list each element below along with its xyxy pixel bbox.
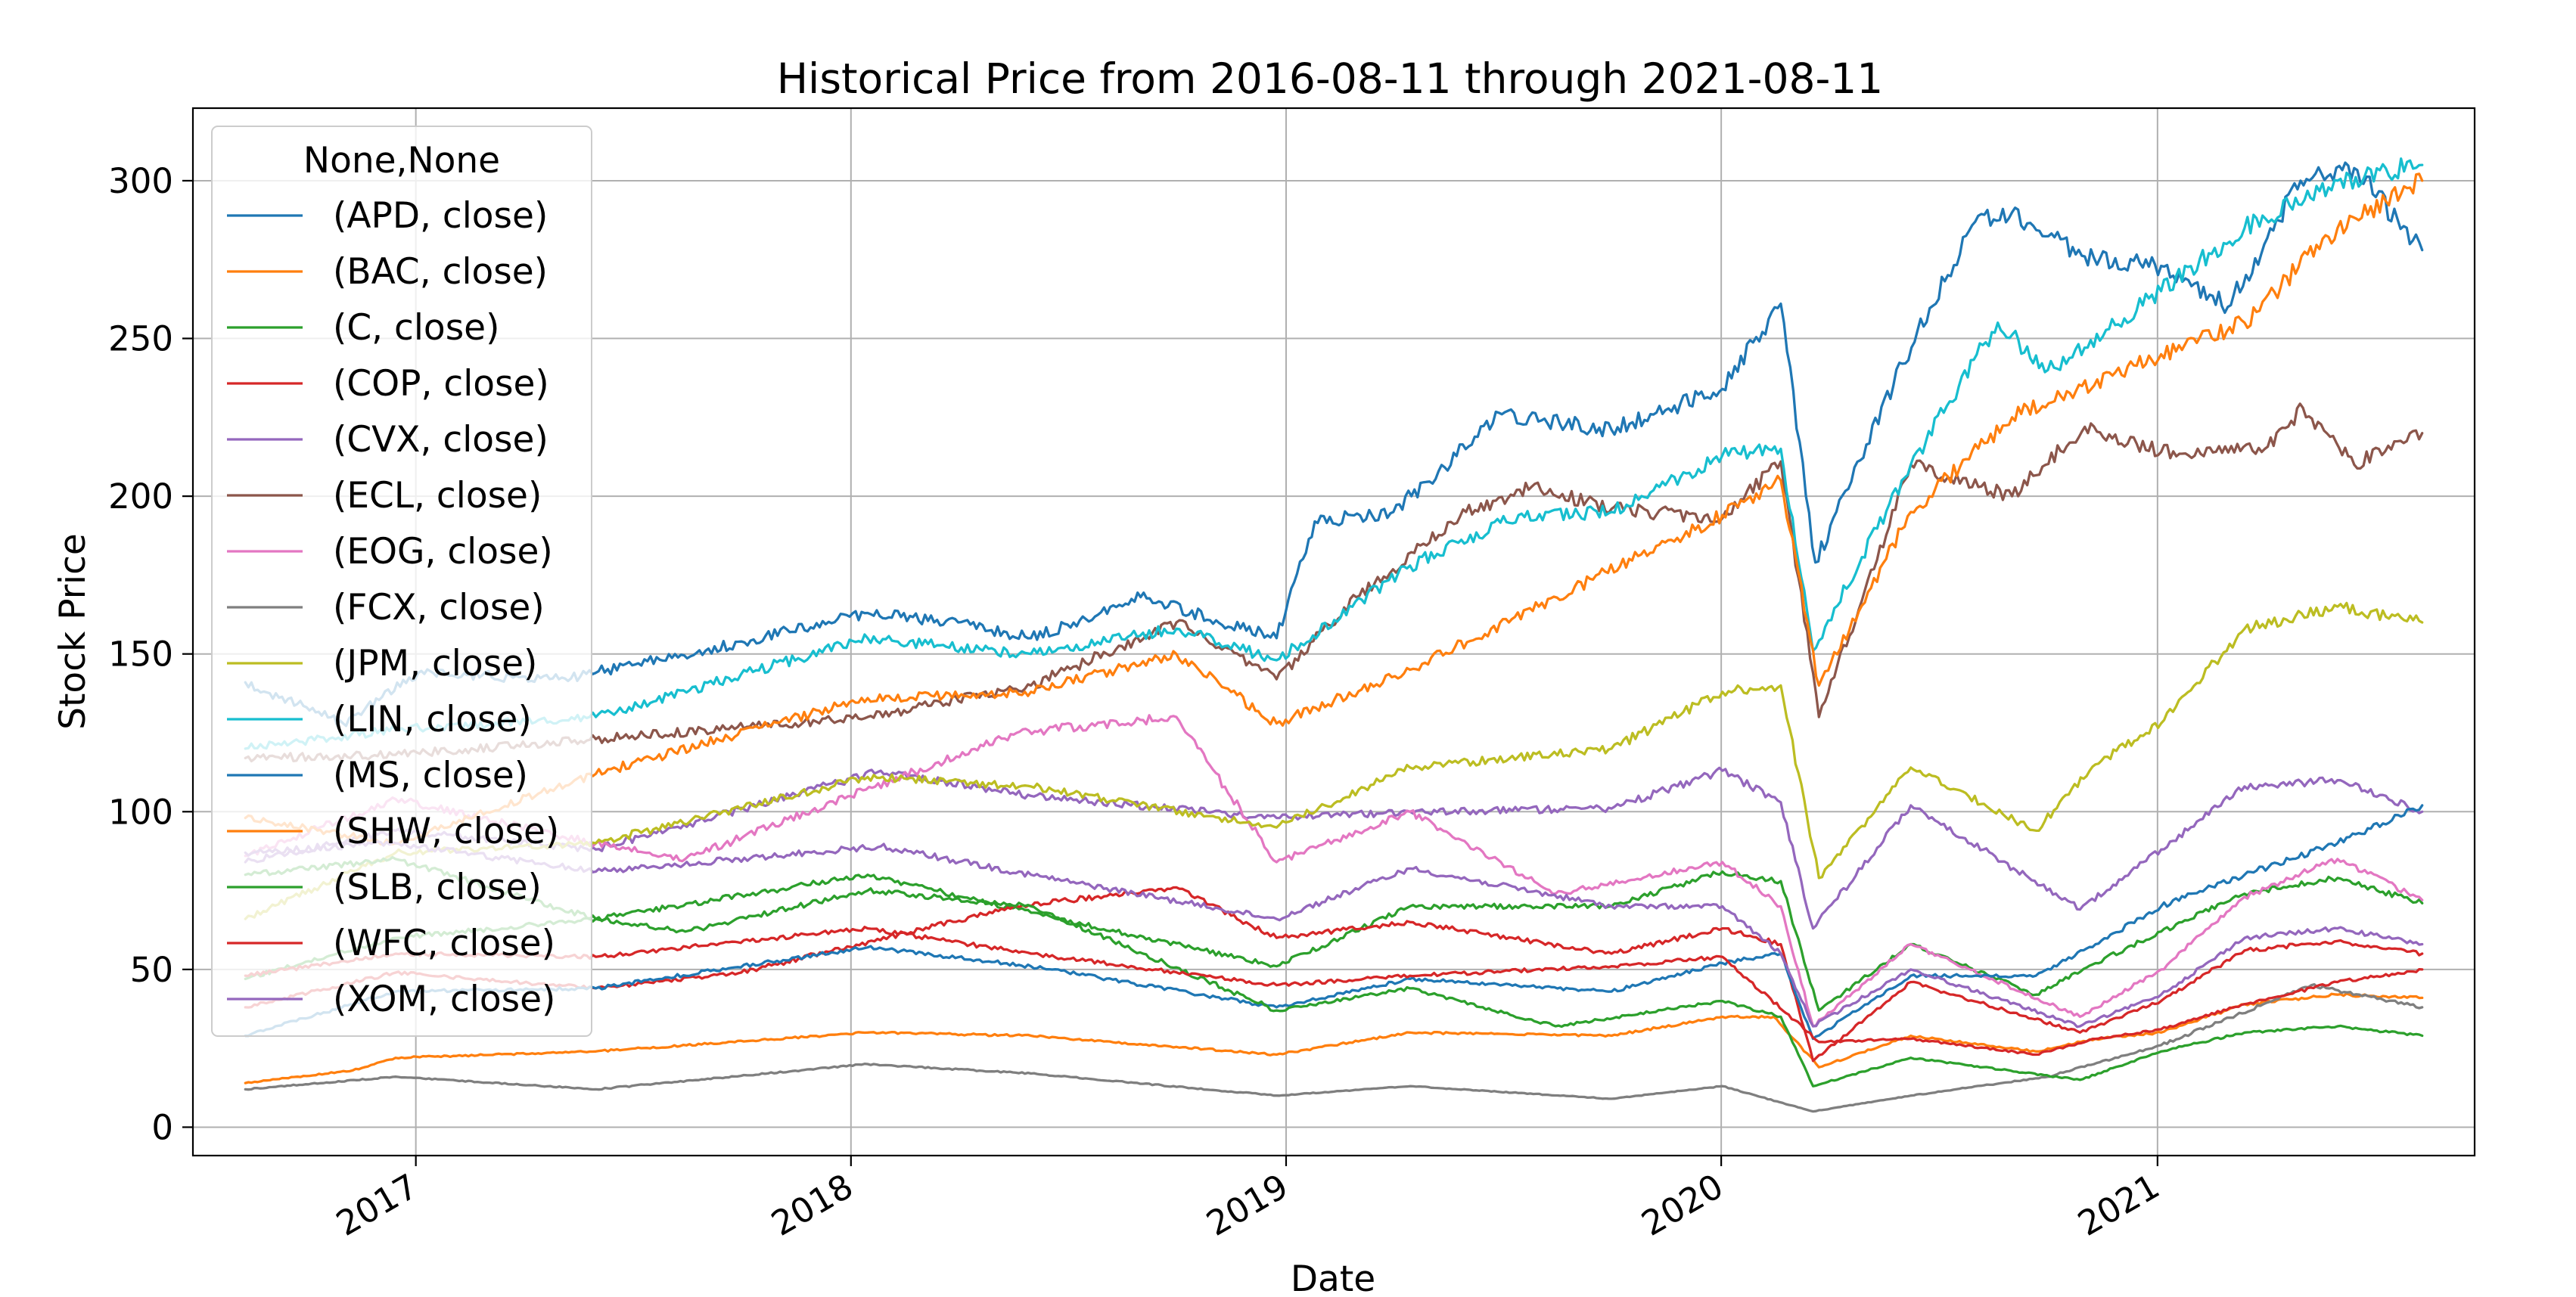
x-axis-label: Date <box>1291 1258 1375 1297</box>
legend-entry-label: (CVX, close) <box>333 419 548 461</box>
series-line <box>244 840 2424 1029</box>
y-tick-label: 200 <box>108 476 173 517</box>
legend-entry-label: (ECL, close) <box>333 475 542 517</box>
legend-entry-label: (WFC, close) <box>333 923 555 964</box>
legend-entries: (APD, close) (BAC, close) (C, close) (COP, … <box>227 195 559 1020</box>
y-tick-label: 300 <box>108 161 173 201</box>
plot-area-frame <box>191 107 2476 1157</box>
y-tick-label: 100 <box>108 792 173 832</box>
y-tick-label: 0 <box>151 1107 173 1147</box>
series-line <box>244 992 2424 1084</box>
y-axis-label: Stock Price <box>52 533 94 730</box>
y-axis: 0 50 100 150 200 250 300 <box>108 161 193 1147</box>
legend-entry-label: (FCX, close) <box>333 587 545 628</box>
chart-title: Historical Price from 2016-08-11 through… <box>777 54 1884 103</box>
series-line <box>244 926 2424 1057</box>
legend-entry-label: (APD, close) <box>333 195 548 237</box>
legend-entry-label: (XOM, close) <box>333 979 555 1020</box>
y-tick-label: 50 <box>130 950 173 990</box>
series-line <box>244 982 2424 1113</box>
series-line <box>244 855 2424 1088</box>
legend-frame <box>211 126 592 1037</box>
series-line <box>244 766 2424 930</box>
series-layer <box>244 157 2424 1113</box>
series-line <box>244 172 2424 846</box>
legend: None,None (APD, close) (BAC, close) (C, cl… <box>211 126 592 1037</box>
legend-entry-label: (COP, close) <box>333 363 549 405</box>
legend-entry-label: (BAC, close) <box>333 251 548 293</box>
legend-entry-label: (SLB, close) <box>333 867 542 908</box>
series-line <box>244 870 2424 1012</box>
legend-entry-label: (EOG, close) <box>333 531 553 572</box>
legend-entry-label: (JPM, close) <box>333 643 537 684</box>
series-line <box>244 804 2424 1041</box>
series-line <box>244 157 2424 750</box>
series-line <box>244 714 2424 1028</box>
y-tick-label: 150 <box>108 635 173 675</box>
series-line <box>244 601 2424 920</box>
legend-entry-label: (LIN, close) <box>333 699 532 740</box>
legend-entry-label: (C, close) <box>333 307 499 349</box>
series-line <box>244 161 2424 728</box>
legend-entry-label: (MS, close) <box>333 755 528 796</box>
legend-entry-label: (SHW, close) <box>333 811 559 852</box>
legend-title: None,None <box>303 140 500 182</box>
y-tick-label: 250 <box>108 319 173 359</box>
